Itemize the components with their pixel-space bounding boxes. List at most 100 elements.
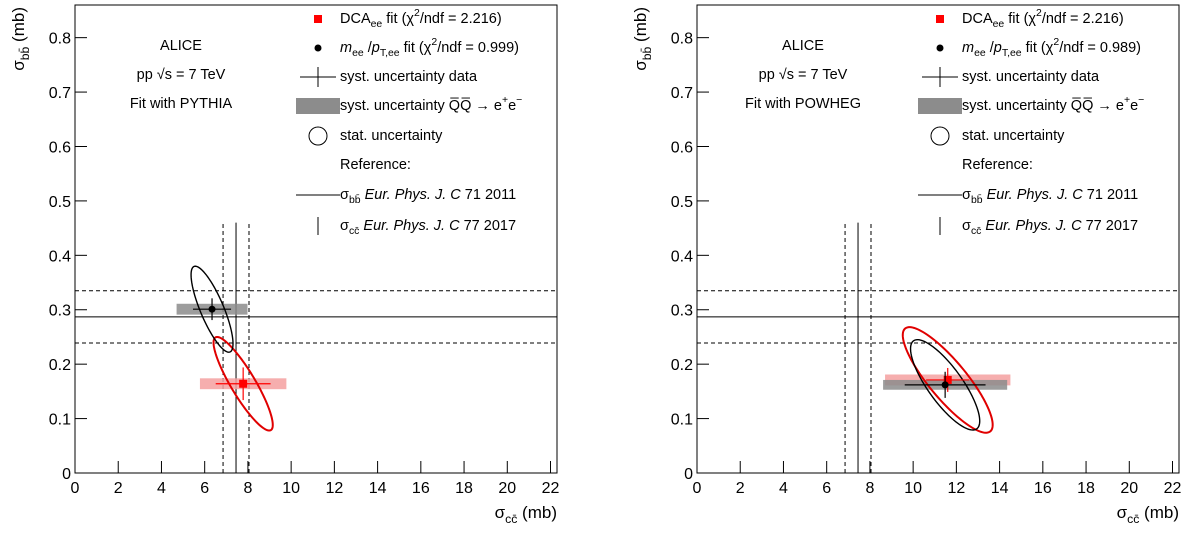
text-run: 71 2011: [1083, 187, 1138, 203]
text-run: p: [993, 40, 1002, 56]
legend-symbol: [930, 126, 950, 146]
text-run: 2: [431, 37, 437, 48]
text-run: σ: [9, 60, 28, 71]
chart-panel: 0 2 4 6 8 10 12 14 16 18 20 2200.10.20.30.40.50.60.…: [9, 4, 560, 526]
x-tick-label: 20: [1120, 480, 1138, 497]
annotation: pp √s = 7 TeV: [137, 67, 226, 83]
text-run: 2: [1036, 8, 1042, 19]
x-tick-label: 16: [412, 480, 430, 497]
x-tick-label: 14: [991, 480, 1009, 497]
text-run: /ndf = 2.216): [420, 11, 502, 27]
legend-label: σcc̄ Eur. Phys. J. C 77 2017: [962, 218, 1138, 237]
text-run: 71 2011: [461, 187, 516, 203]
legend-label: DCAee fit (χ2/ndf = 2.216): [962, 8, 1124, 30]
legend-label: mee /pT,ee fit (χ2/ndf = 0.999): [340, 37, 519, 59]
legend-symbol: [314, 44, 322, 52]
plot-frame: [74, 4, 558, 474]
y-axis-title: σbb̄ (mb): [631, 7, 654, 71]
y-tick-label: 0.1: [49, 412, 71, 429]
text-run: (mb): [517, 503, 557, 522]
annotation: ALICE: [160, 38, 202, 54]
text-run: σ: [340, 187, 349, 203]
data-point: [208, 305, 216, 313]
text-run: ee: [974, 48, 986, 59]
text-run: bb̄: [349, 193, 361, 206]
text-run: cc̄: [505, 512, 517, 526]
text-run: /ndf = 0.999): [437, 40, 519, 56]
y-tick-label: 0.6: [671, 139, 693, 156]
y-tick-label: 0.3: [671, 303, 693, 320]
legend-label: σbb̄ Eur. Phys. J. C 71 2011: [340, 187, 516, 206]
stat-ellipse: [212, 335, 274, 432]
y-tick-label: 0.7: [671, 85, 693, 102]
x-tick-label: 4: [779, 480, 788, 497]
y-tick-label: 0.6: [49, 139, 71, 156]
text-run: σ: [340, 218, 349, 234]
x-tick-label: 10: [282, 480, 300, 497]
data-point: [941, 381, 949, 389]
y-tick-label: 0.2: [671, 357, 693, 374]
text-run: syst. uncertainty Q̅Q̅ → e: [340, 98, 502, 114]
x-tick-label: 8: [243, 480, 252, 497]
text-run: e: [1130, 98, 1138, 114]
text-run: σ: [495, 503, 506, 522]
legend-label: syst. uncertainty data: [962, 69, 1100, 85]
plot-frame: [696, 4, 1180, 474]
x-tick-label: 6: [822, 480, 831, 497]
text-run: ee: [993, 19, 1005, 30]
x-tick-label: 10: [904, 480, 922, 497]
text-run: Eur. Phys. J. C: [363, 218, 460, 234]
text-run: /: [364, 40, 373, 56]
text-run: bb̄: [18, 46, 32, 60]
data-point: [239, 379, 248, 388]
x-axis-title: σcc̄ (mb): [495, 503, 557, 526]
text-run: /ndf = 0.989): [1059, 40, 1141, 56]
x-axis-title: σcc̄ (mb): [1117, 503, 1179, 526]
legend-label: Reference:: [962, 157, 1033, 173]
y-axis-title: σbb̄ (mb): [9, 7, 32, 71]
y-tick-label: 0.7: [49, 85, 71, 102]
x-tick-label: 20: [498, 480, 516, 497]
legend-label: σcc̄ Eur. Phys. J. C 77 2017: [340, 218, 516, 237]
x-tick-label: 4: [157, 480, 166, 497]
text-run: ee: [352, 48, 364, 59]
text-run: 77 2017: [460, 218, 516, 234]
x-tick-label: 18: [455, 480, 473, 497]
text-run: −: [516, 95, 522, 106]
x-tick-label: 2: [114, 480, 123, 497]
text-run: T,ee: [1002, 48, 1022, 59]
stat-ellipse: [901, 326, 994, 434]
legend-label: syst. uncertainty Q̅Q̅ → e+e−: [340, 95, 522, 114]
legend-label: mee /pT,ee fit (χ2/ndf = 0.989): [962, 37, 1141, 59]
x-tick-label: 12: [325, 480, 343, 497]
annotation: Fit with PYTHIA: [130, 96, 233, 112]
text-run: 2: [414, 8, 420, 19]
text-run: 77 2017: [1082, 218, 1138, 234]
legend-label: stat. uncertainty: [340, 128, 443, 144]
text-run: (mb): [631, 7, 650, 47]
y-tick-label: 0.8: [49, 31, 71, 48]
y-tick-label: 0.5: [671, 194, 693, 211]
y-tick-label: 0.8: [671, 31, 693, 48]
text-run: DCA: [340, 11, 371, 27]
y-tick-label: 0: [684, 466, 693, 483]
x-tick-label: 14: [369, 480, 387, 497]
legend-label: syst. uncertainty data: [340, 69, 478, 85]
text-run: DCA: [962, 11, 993, 27]
text-run: cc̄: [1127, 512, 1139, 526]
annotation: ALICE: [782, 38, 824, 54]
legend-label: syst. uncertainty Q̅Q̅ → e+e−: [962, 95, 1144, 114]
text-run: +: [502, 95, 508, 106]
text-run: fit (χ: [400, 40, 432, 56]
annotation: pp √s = 7 TeV: [759, 67, 848, 83]
y-tick-label: 0.4: [49, 248, 71, 265]
text-run: cc̄: [349, 226, 359, 237]
x-tick-label: 8: [865, 480, 874, 497]
x-tick-label: 16: [1034, 480, 1052, 497]
legend-symbol: [296, 98, 340, 114]
text-run: σ: [962, 218, 971, 234]
legend-symbol: [308, 126, 328, 146]
legend-label: Reference:: [340, 157, 411, 173]
text-run: e: [508, 98, 516, 114]
